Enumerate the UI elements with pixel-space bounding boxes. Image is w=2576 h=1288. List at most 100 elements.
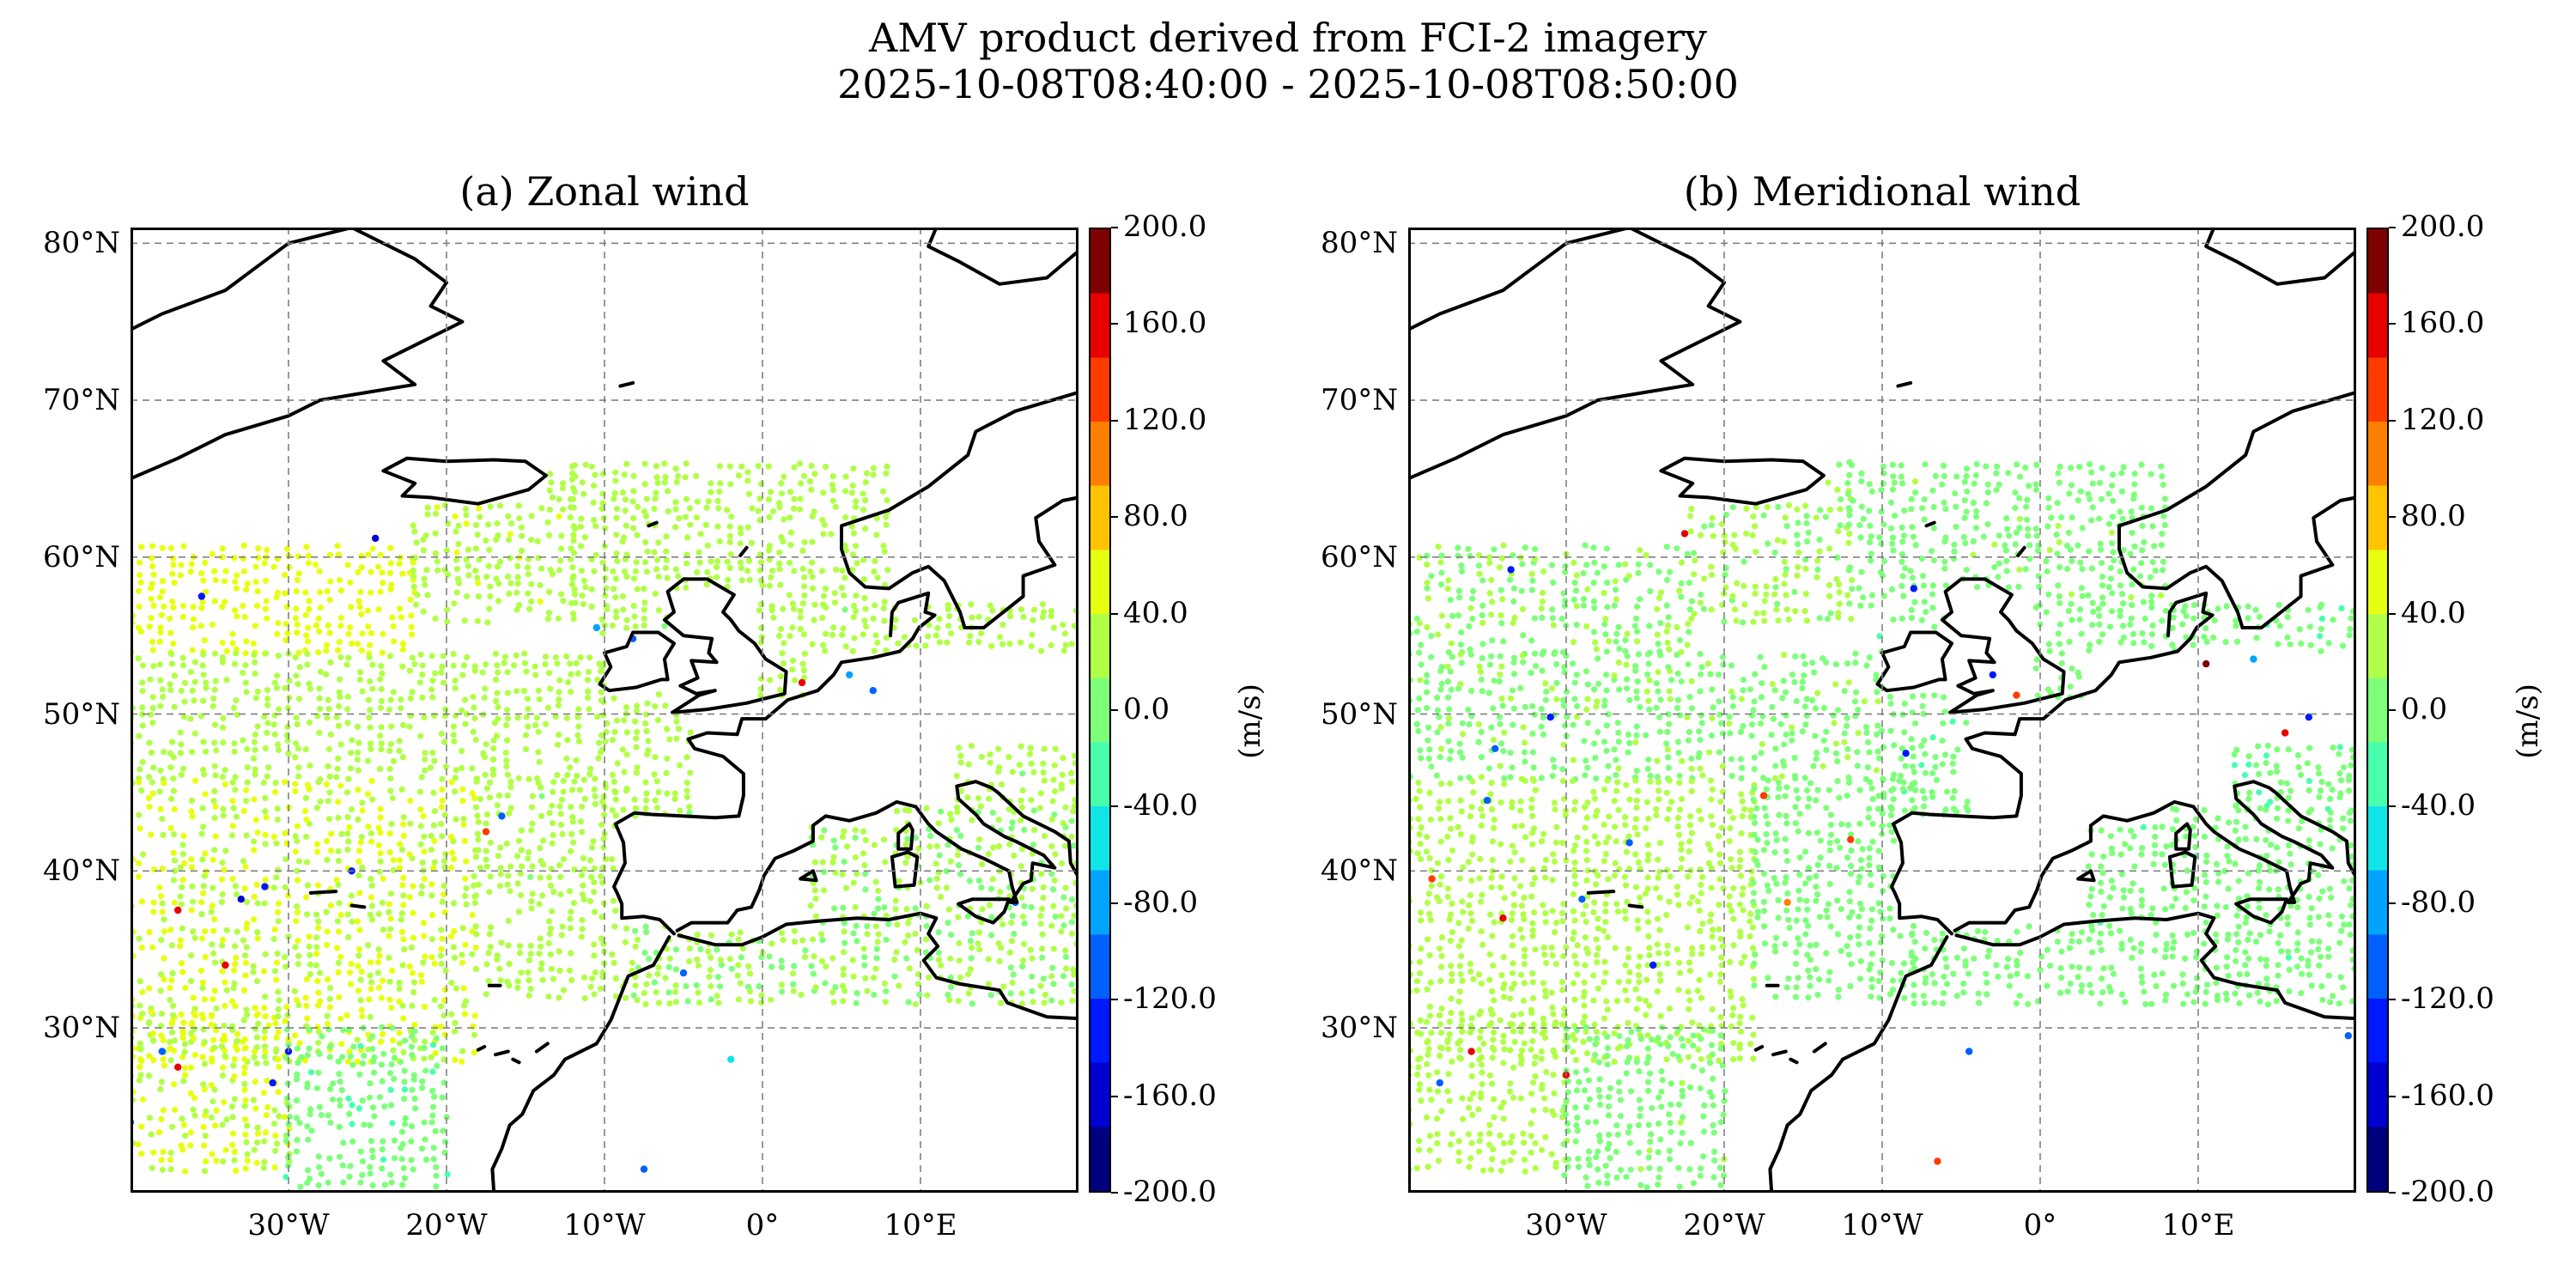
meridional-wind-map	[1408, 228, 2356, 1193]
wind-dot	[1783, 566, 1789, 573]
wind-dot	[789, 624, 796, 631]
wind-dot	[746, 988, 754, 995]
wind-dot	[568, 908, 574, 915]
wind-dot	[758, 675, 765, 683]
wind-dot	[365, 823, 372, 830]
wind-dot	[546, 471, 554, 477]
wind-dot	[1507, 576, 1514, 583]
wind-dot	[1964, 799, 1971, 805]
wind-dot	[1580, 596, 1588, 603]
wind-dot	[1037, 790, 1044, 797]
wind-dot	[177, 864, 184, 871]
wind-dot	[472, 923, 479, 930]
wind-dot	[1590, 997, 1597, 1004]
wind-dot	[529, 793, 536, 799]
wind-dot	[1846, 531, 1853, 538]
wind-dot	[2089, 480, 2096, 487]
wind-dot	[822, 980, 829, 987]
wind-dot	[892, 617, 899, 623]
wind-dot	[409, 654, 416, 661]
wind-dot	[2318, 778, 2325, 786]
wind-dot	[1601, 738, 1608, 745]
wind-dot	[1708, 521, 1715, 529]
africa-coast	[490, 935, 671, 1193]
wind-dot	[641, 586, 647, 592]
wind-dot	[841, 606, 848, 613]
wind-dot	[1478, 754, 1485, 761]
wind-dot	[906, 965, 913, 972]
wind-dot	[229, 1114, 236, 1121]
wind-dot	[1761, 664, 1768, 671]
wind-dot	[397, 605, 404, 612]
wind-dot	[355, 872, 362, 879]
wind-dot	[2337, 790, 2344, 797]
wind-dot	[2066, 638, 2073, 645]
wind-dot	[313, 934, 320, 941]
wind-dot	[955, 914, 962, 920]
wind-dot	[504, 978, 511, 985]
wind-dot	[1424, 671, 1431, 678]
wind-dot	[608, 856, 616, 863]
wind-dot	[1606, 638, 1613, 645]
wind-dot	[809, 538, 816, 545]
wind-dot	[302, 589, 309, 596]
wind-dot	[433, 1183, 440, 1190]
wind-dot	[1750, 707, 1757, 714]
wind-dot	[431, 960, 438, 967]
wind-dot	[862, 836, 870, 844]
wind-dot	[532, 722, 539, 729]
wind-dot	[1878, 727, 1885, 735]
wind-dot	[420, 812, 427, 820]
wind-dot	[1832, 661, 1839, 668]
wind-dot	[477, 795, 484, 803]
wind-dot	[368, 589, 374, 596]
wind-dot	[432, 1049, 439, 1057]
wind-dot	[325, 622, 331, 629]
wind-dot	[2129, 630, 2137, 637]
wind-dot	[1736, 1041, 1743, 1048]
wind-dot	[1625, 749, 1631, 756]
wind-dot	[1752, 583, 1759, 590]
wind-dot	[1983, 463, 1990, 470]
wind-dot	[756, 517, 763, 524]
wind-dot	[210, 996, 216, 1003]
wind-dot	[2026, 483, 2032, 489]
wind-dot	[744, 983, 752, 990]
wind-dot	[829, 859, 836, 866]
wind-dot	[572, 473, 579, 480]
wind-dot	[590, 517, 598, 524]
wind-dot	[1750, 1055, 1757, 1062]
wind-dot	[167, 927, 174, 933]
wind-dot	[591, 865, 598, 872]
wind-dot	[349, 640, 355, 647]
wind-dot	[170, 775, 177, 782]
wind-dot	[336, 1071, 343, 1078]
wind-dot	[200, 1123, 207, 1131]
wind-dot	[188, 952, 195, 959]
wind-dot	[305, 1136, 312, 1143]
wind-dot	[406, 963, 413, 970]
wind-dot	[335, 848, 342, 854]
wind-dot	[575, 723, 582, 730]
wind-dot	[1510, 705, 1517, 712]
wind-dot	[1580, 602, 1587, 609]
wind-dot	[738, 577, 745, 584]
wind-dot	[860, 576, 867, 583]
wind-dot	[1521, 749, 1528, 756]
wind-dot	[408, 1157, 415, 1163]
wind-dot	[387, 544, 394, 551]
wind-dot	[516, 602, 523, 609]
wind-dot	[475, 847, 482, 854]
wind-dot	[705, 498, 712, 505]
wind-dot	[380, 1156, 387, 1163]
wind-dot	[2075, 542, 2081, 549]
wind-dot	[576, 787, 583, 793]
wind-dot	[374, 959, 382, 966]
wind-dot	[727, 481, 734, 488]
wind-dot	[851, 635, 858, 641]
wind-dot	[1030, 617, 1036, 623]
wind-dot	[187, 715, 194, 722]
wind-dot	[843, 843, 851, 850]
wind-dot	[1635, 651, 1643, 658]
wind-dot	[1844, 714, 1850, 721]
